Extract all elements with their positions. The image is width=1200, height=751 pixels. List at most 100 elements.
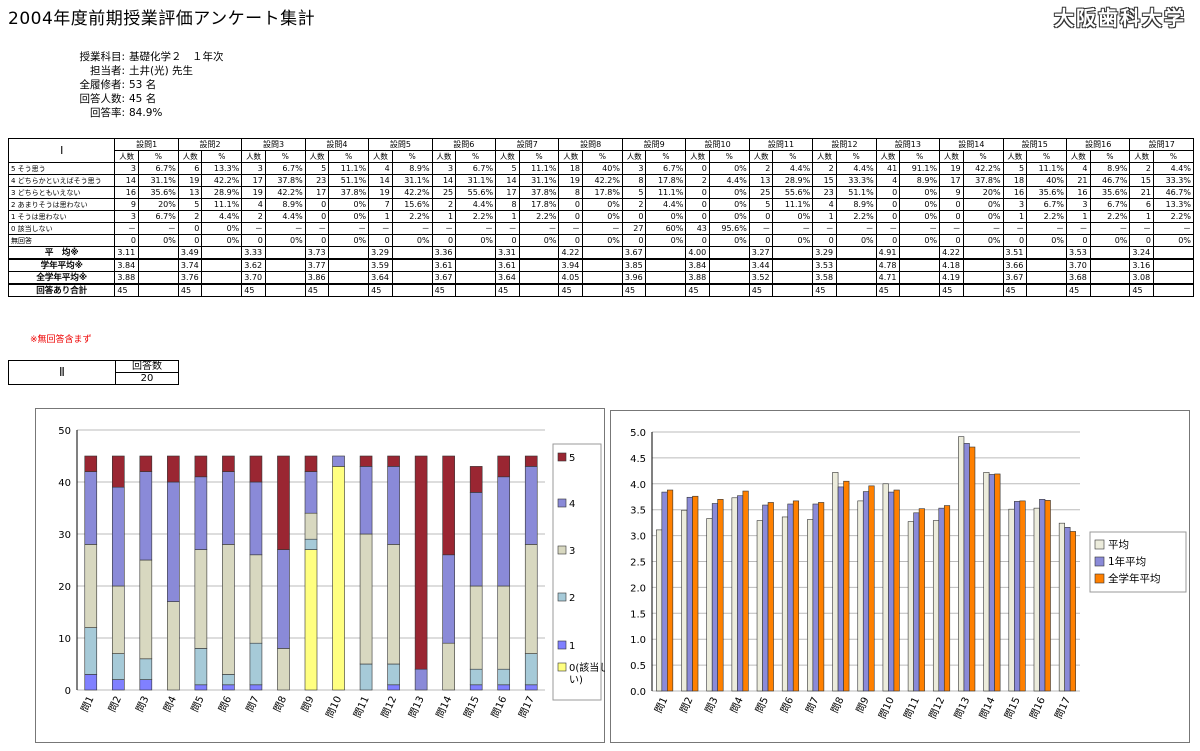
cell-pct: 0% [328,234,370,247]
cell-count: 14 [114,174,139,187]
cell-count: 14 [495,174,520,187]
all-grade-average-row-value: 3.08 [1129,271,1154,285]
average-row-blank [137,246,179,260]
chart2-bar [681,509,688,692]
total-row-blank [899,283,941,297]
average-row-value: 3.49 [177,246,203,260]
cell-count: 6 [177,162,203,175]
average-row-blank [899,246,941,260]
chart2-ytick: 0.5 [630,661,646,672]
cell-pct: 35.6% [1026,186,1067,199]
cell-count: 0 [304,234,330,247]
average-row-value: 3.51 [1002,246,1028,260]
section1-label: Ⅰ [7,138,116,163]
chart1-bar-segment [222,684,235,691]
average-row-blank [1026,246,1067,260]
chart1-legend [552,443,602,701]
cell-pct: 0% [708,234,750,247]
cell-count: 0 [685,186,710,199]
chart1-bar-segment [524,544,538,654]
cell-count: 5 [1002,162,1028,175]
cell-pct: 0% [645,210,687,223]
chart1-bar-segment [167,601,180,691]
all-grade-average-row-value: 3.68 [1065,271,1091,285]
chart1-bar-segment [469,466,483,493]
cell-count: 14 [431,174,457,187]
cell-pct: 0% [1152,234,1195,247]
total-row-blank [264,283,306,297]
chart1-bar-segment [84,455,98,472]
chart2-bar [1069,531,1076,692]
total-row-blank [455,283,497,297]
chart1-bar-segment [304,471,318,514]
cell-pct: 4.4% [835,162,877,175]
count-header: 人数 [1065,150,1091,163]
cell-pct: 2.2% [1026,210,1067,223]
chart2-ytick: 2.0 [630,583,646,594]
total-row-value: 45 [685,283,710,297]
pct-header: % [201,150,243,163]
cell-pct: 0% [328,210,370,223]
total-row-blank [391,283,433,297]
total-row-value: 45 [1065,283,1091,297]
cell-count: 8 [495,198,520,211]
question-header: 設問13 [875,138,941,151]
chart2-bar [667,489,674,692]
chart1-bar-segment [414,668,428,691]
chart2-bar [792,500,800,692]
cell-pct: 4.4% [264,210,306,223]
average-row-blank [962,246,1004,260]
cell-pct: 37.8% [962,174,1004,187]
cell-pct: 17.8% [518,198,560,211]
average-row-blank [391,246,433,260]
all-grade-average-row-value: 3.96 [621,271,647,285]
question-header: 設問3 [241,138,306,151]
cell-count: 8 [621,174,647,187]
question-header: 設問17 [1129,138,1194,151]
cell-count: 1 [368,210,393,223]
all-grade-average-row-value: 3.52 [748,271,774,285]
cell-pct: 42.2% [582,174,623,187]
cell-pct: 42.2% [391,186,433,199]
average-row-value: 4.22 [939,246,964,260]
all-grade-average-row-value: 3.67 [431,271,457,285]
chart1-bar-segment [524,455,538,467]
chart1-bar-segment [442,554,455,644]
cell-count: 21 [1129,186,1154,199]
info-key: 授業科目: [79,51,125,63]
chart2-bar [812,503,819,692]
grade-average-row-blank [455,258,497,272]
chart2-ytick: 4.5 [630,454,646,465]
cell-pct: － [137,222,179,235]
total-row-value: 45 [1002,283,1028,297]
chart1-bar-segment [249,554,263,644]
cell-pct: 51.1% [835,186,877,199]
cell-pct: 37.8% [328,186,370,199]
chart2-bar [932,520,940,692]
count-header: 人数 [304,150,330,163]
cell-count: 0 [1065,234,1091,247]
chart1-bar-segment [249,455,263,483]
pct-header: % [137,150,179,163]
section2-header: 回答数 [115,360,179,373]
cell-pct: 55.6% [772,186,814,199]
total-row-blank [201,283,243,297]
table-row: 無回答 0 0% 0 0% 0 0% 0 0% 0 0% 0 0% 0 0% 0 0% 0 0% 0 0% 0 0% 0 0% 0… [7,234,1195,247]
cell-pct: 0% [645,234,687,247]
chart2-ytick: 5.0 [630,428,646,439]
cell-pct: 33.3% [835,174,877,187]
info-row: 回答率: 84.9% [60,106,224,120]
all-grade-average-row-value: 3.88 [685,271,710,285]
cell-pct: 6.7% [1026,198,1067,211]
pct-header: % [455,150,497,163]
grade-average-row-blank [328,258,370,272]
grade-average-row-blank [835,258,877,272]
chart2-bar [1033,507,1040,692]
chart1-bar-segment [442,642,455,691]
grade-average-row-value: 3.66 [1002,258,1028,272]
grade-average-row-value: 3.61 [431,258,457,272]
count-header: 人数 [495,150,520,163]
count-header: 人数 [748,150,774,163]
table-row: 0 該当しない－－ 0 0% －－－－－－－－－－－－ 27 60% 43 95.6% －－－－… [7,222,1195,235]
